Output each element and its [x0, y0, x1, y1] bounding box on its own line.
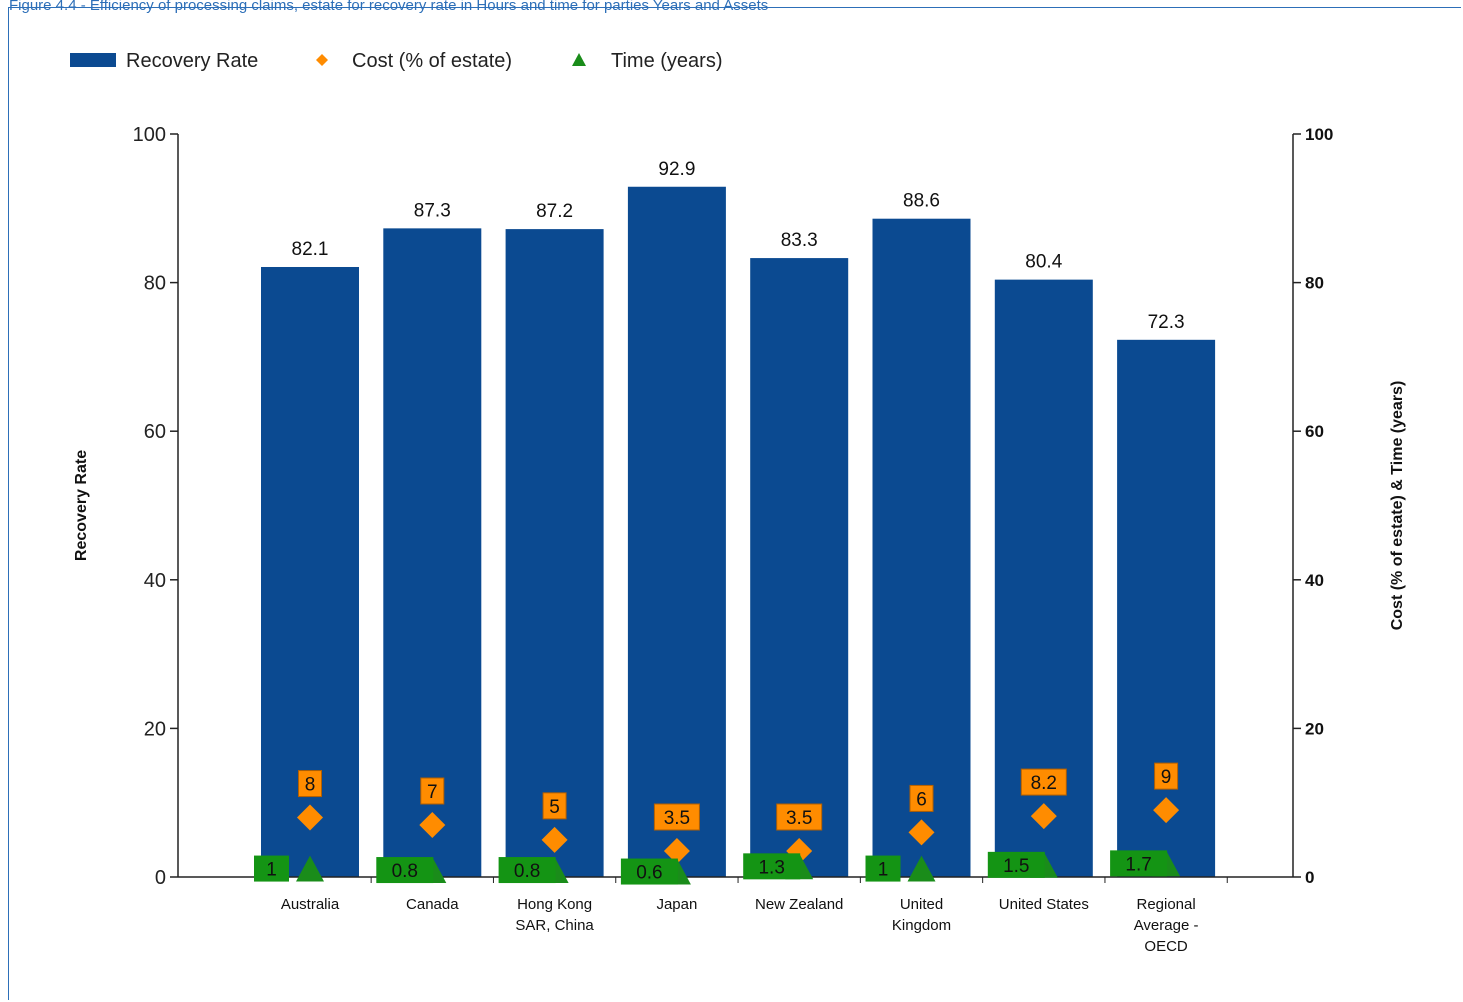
- right-tick-label: 60: [1305, 422, 1324, 441]
- legend-label-recovery: Recovery Rate: [126, 50, 258, 72]
- category-label: United: [900, 896, 943, 913]
- bar-6: [872, 218, 971, 877]
- cost-marker: [1030, 803, 1057, 830]
- cost-label-box: [1020, 768, 1067, 796]
- cost-marker: [908, 819, 935, 846]
- category-label: Kingdom: [892, 917, 951, 934]
- cost-value-label: 3.5: [786, 808, 812, 829]
- left-tick-label: 60: [144, 421, 166, 443]
- time-value-label: 1.3: [758, 857, 784, 878]
- bar-5: [750, 258, 849, 877]
- right-tick-label: 0: [1305, 868, 1314, 887]
- cost-value-label: 9: [1161, 767, 1172, 788]
- category-label: New Zealand: [755, 896, 843, 913]
- time-value-label: 1: [878, 860, 889, 881]
- cost-label-box: [420, 777, 445, 805]
- left-tick-label: 40: [144, 570, 166, 592]
- cost-label-box: [1154, 762, 1179, 790]
- figure-caption: Figure 4.4 - Efficiency of processing cl…: [9, 0, 769, 14]
- legend: Recovery Rate Cost (% of estate) Time (yea…: [70, 50, 722, 72]
- right-tick-label: 40: [1305, 571, 1324, 590]
- bar-value-label: 83.3: [781, 230, 818, 251]
- cost-label-box: [776, 803, 823, 831]
- chart-frame: Figure 4.4 - Efficiency of processing cl…: [8, 0, 1461, 1000]
- cost-marker: [663, 837, 690, 864]
- time-value-label: 0.6: [636, 863, 662, 884]
- right-tick-label: 80: [1305, 274, 1324, 293]
- legend-swatch-cost: [316, 54, 328, 66]
- cost-label-box: [542, 792, 567, 820]
- time-marker: [907, 855, 936, 882]
- bar-3: [505, 229, 604, 877]
- legend-swatch-recovery: [70, 53, 116, 67]
- axes: 0 20 40 60 80 100 0 20 40 60 80 100 Australia Canada H…: [73, 124, 1406, 955]
- right-tick-label: 20: [1305, 719, 1324, 738]
- time-label-box: [743, 853, 801, 880]
- legend-swatch-time: [572, 53, 586, 66]
- time-label-box: [254, 855, 289, 882]
- time-label-box: [620, 858, 678, 885]
- time-label-box: [376, 857, 434, 884]
- cost-value-label: 6: [916, 789, 927, 810]
- category-label: OECD: [1144, 938, 1188, 955]
- right-tick-label: 100: [1305, 125, 1333, 144]
- bars: [261, 186, 1216, 878]
- bar-value-label: 72.3: [1148, 312, 1185, 333]
- bar-value-label: 87.3: [414, 200, 451, 221]
- time-label-box: [987, 851, 1045, 878]
- cost-value-label: 7: [427, 782, 438, 803]
- cost-marker: [419, 811, 446, 838]
- cost-label-box: [298, 770, 322, 798]
- time-value-label: 0.8: [514, 861, 540, 882]
- bar-value-label: 82.1: [292, 239, 329, 260]
- bar-value-label: 80.4: [1025, 252, 1062, 273]
- cost-value-label: 8.2: [1031, 773, 1057, 794]
- cost-label-box: [909, 784, 934, 812]
- bar-2: [383, 228, 482, 878]
- data-labels: 82.1 87.3 87.2 92.9 83.3 88.6 80.4 72.3 8 7 5 3.5 3.…: [254, 159, 1185, 885]
- time-value-label: 1.7: [1125, 854, 1151, 875]
- bar-value-label: 87.2: [536, 201, 573, 222]
- bar-value-label: 92.9: [658, 159, 695, 180]
- category-label: Japan: [656, 896, 697, 913]
- cost-value-label: 5: [549, 797, 560, 818]
- time-label-box: [865, 855, 901, 882]
- category-label: Australia: [281, 896, 340, 913]
- category-label: United States: [999, 896, 1089, 913]
- time-marker: [296, 855, 324, 882]
- time-value-label: 0.8: [392, 861, 418, 882]
- legend-label-cost: Cost (% of estate): [352, 50, 512, 72]
- category-label: Hong Kong: [517, 896, 592, 913]
- cost-value-label: 3.5: [664, 808, 690, 829]
- right-axis-title: Cost (% of estate) & Time (years): [1389, 381, 1406, 631]
- bar-value-label: 88.6: [903, 191, 940, 212]
- category-label: Regional: [1136, 896, 1195, 913]
- category-label: Canada: [406, 896, 459, 913]
- time-value-label: 1.5: [1003, 856, 1029, 877]
- bar-8: [1117, 339, 1216, 877]
- cost-marker: [297, 804, 323, 831]
- bar-4: [627, 186, 726, 878]
- left-tick-label: 80: [144, 273, 166, 295]
- left-tick-label: 100: [133, 124, 166, 146]
- time-value-label: 1: [266, 860, 277, 881]
- left-axis-title: Recovery Rate: [73, 450, 90, 561]
- category-label: Average -: [1134, 917, 1199, 934]
- time-label-box: [1110, 850, 1168, 877]
- time-label-box: [498, 857, 556, 884]
- cost-label-box: [653, 803, 700, 831]
- cost-value-label: 8: [305, 775, 316, 796]
- cost-marker: [541, 826, 568, 853]
- combo-chart: Recovery Rate Cost (% of estate) Time (yea…: [70, 50, 1406, 955]
- left-tick-label: 20: [144, 718, 166, 740]
- legend-label-time: Time (years): [611, 50, 722, 72]
- cost-marker: [1153, 797, 1180, 824]
- left-tick-label: 0: [155, 867, 166, 889]
- category-label: SAR, China: [515, 917, 594, 934]
